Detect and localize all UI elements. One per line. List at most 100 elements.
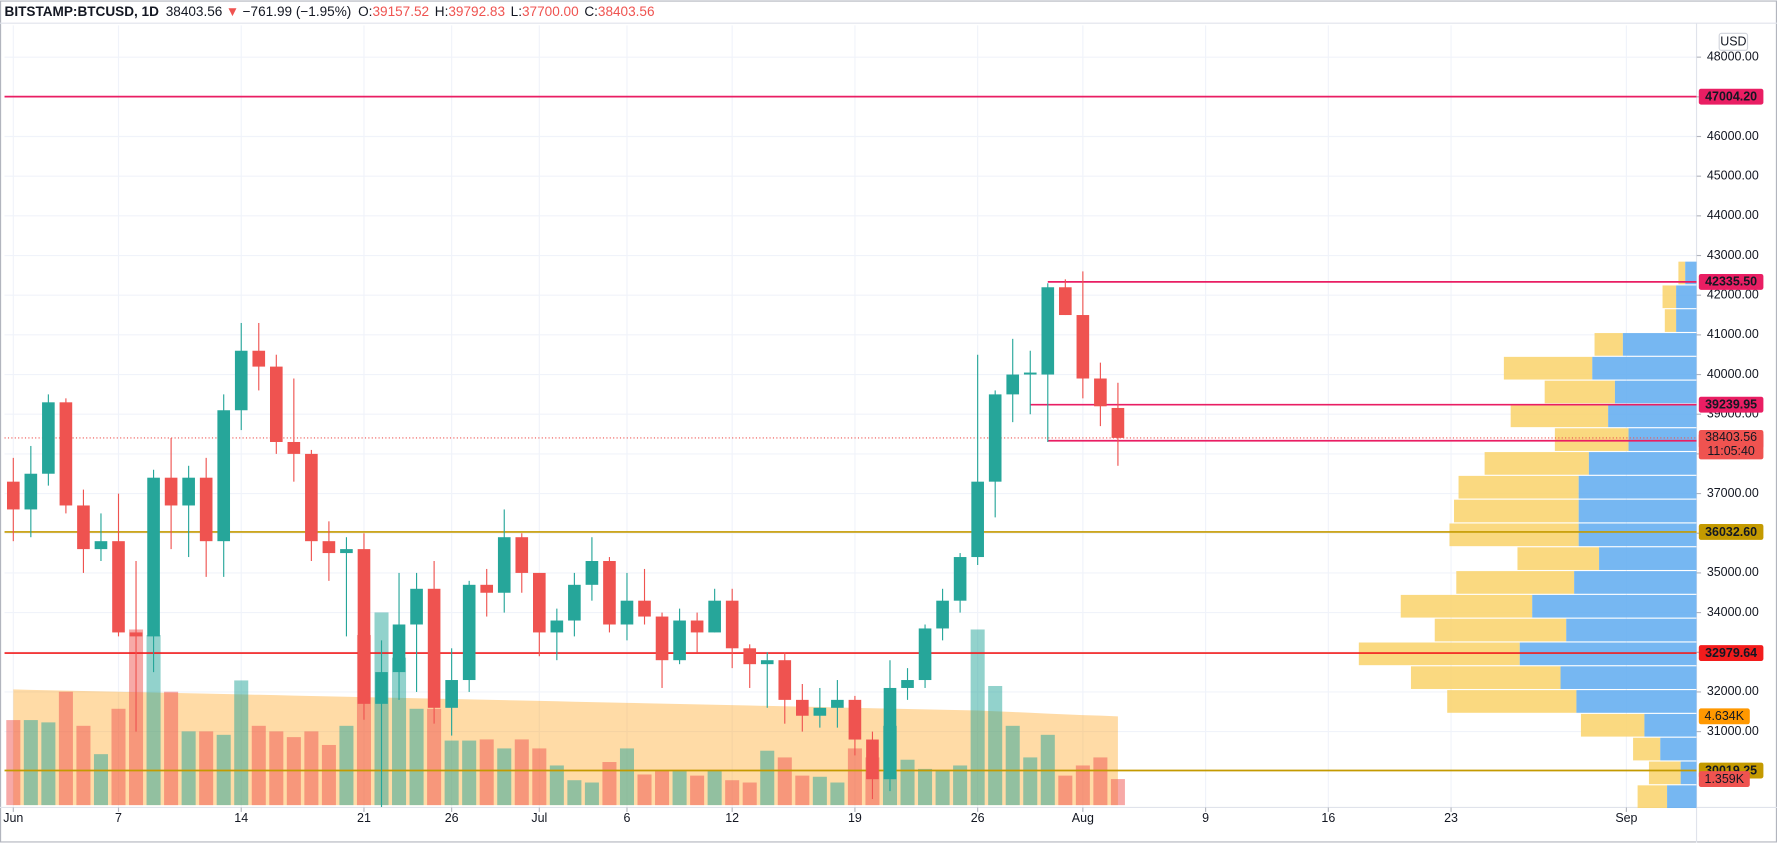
volume-bar [602,762,617,806]
volume-bar [690,775,705,806]
last-price-bg [1698,429,1764,460]
profile-down [1637,785,1668,809]
profile-down [1554,428,1629,451]
candle-body [918,628,932,681]
y-tick-label: 37000.00 [1707,486,1759,500]
volume-bar [847,748,862,806]
candle-body [585,561,599,585]
volume-bar [760,750,775,806]
profile-up [1676,309,1697,332]
profile-up [1592,356,1697,380]
profile-down [1510,404,1609,428]
candle-body [164,477,178,506]
o-label: O: [358,3,372,18]
candle-body [112,541,125,633]
currency-box[interactable] [1718,32,1749,51]
profile-up [1628,428,1697,451]
level-label: 42335.50 [1705,275,1757,289]
volume-label-bg [1698,771,1750,788]
candle-body [445,680,458,708]
last: 38403.56 [166,3,223,18]
volume-bar [830,782,845,806]
volume-bar [462,740,477,806]
volume-bar [146,635,161,806]
profile-down [1544,380,1615,404]
plot: 31000.0032000.0033000.0034000.0035000.00… [3,25,1764,825]
volume-bar [567,780,582,806]
candle-body [59,402,73,506]
y-tick-label: 35000.00 [1707,565,1759,579]
level-label: 39239.95 [1705,398,1757,412]
currency[interactable]: USD [1720,35,1746,49]
candle-body [269,366,283,442]
volume-bar [725,780,740,806]
profile-up [1532,594,1697,618]
candle-body [988,394,1002,482]
x-tick-label: Aug [1072,811,1094,825]
legend-header: BITSTAMP:BTCUSD, 1D 38403.56 ▼ −761.99 (−1.… [5,3,655,18]
candle-body [638,600,651,617]
volume-bar [795,775,810,806]
candle-body [1076,315,1090,379]
profile-down [1648,761,1681,785]
volume-bar [970,629,985,806]
profile-down [1662,285,1677,309]
volume-bar [953,765,968,806]
candle-body [690,620,704,633]
candle-body [497,537,511,593]
profile-up [1614,380,1697,404]
volume-bar [532,748,547,806]
volume-bar [497,748,512,806]
volume-bar [23,720,38,806]
profile-down [1664,309,1677,332]
volume-bar [234,680,249,806]
candle-body [427,588,441,708]
volume-bar [1093,757,1108,806]
profile-up [1566,618,1697,642]
y-tick-label: 40000.00 [1707,367,1759,381]
y-tick-label: 41000.00 [1707,327,1759,341]
candle-body [375,672,388,704]
profile-up [1685,261,1697,285]
level-label: 47004.20 [1705,90,1757,104]
volume-bar [549,765,564,806]
volume-bar [181,731,196,806]
profile-down [1454,499,1579,523]
y-tick-label: 31000.00 [1707,724,1759,738]
profile-down [1484,452,1589,475]
profile-down [1594,333,1623,356]
x-tick-label: 26 [445,811,459,825]
arrow: ▼ [226,3,239,18]
volume-bar [76,725,91,806]
profile-down [1678,261,1686,285]
candle-body [199,477,213,542]
volume-bar [304,731,319,806]
profile-down [1580,713,1645,737]
x-tick-label: 21 [357,811,371,825]
candle-body [410,588,423,625]
profile-up [1560,666,1697,689]
candle-body [568,584,581,621]
y-tick-label: 44000.00 [1707,208,1759,222]
volume-bar [41,722,56,806]
volume-bar [777,757,792,806]
candle-body [901,680,914,688]
y-tick-label: 34000.00 [1707,605,1759,619]
profile-up [1578,475,1697,499]
candle-body [182,477,195,506]
level-label-bg [1698,645,1764,662]
volume-bar [655,771,670,806]
candle-body [1006,374,1020,395]
candle-body [42,402,55,474]
candle-body [673,620,686,661]
volume-bar [1058,775,1073,806]
candle-body [340,549,353,554]
candle-body [322,541,336,554]
candle-body [305,453,318,542]
profile-down [1517,547,1600,570]
profile-up [1676,285,1697,309]
profile-up [1680,761,1697,785]
volume-bar [672,771,687,806]
volume-bar [900,759,915,806]
